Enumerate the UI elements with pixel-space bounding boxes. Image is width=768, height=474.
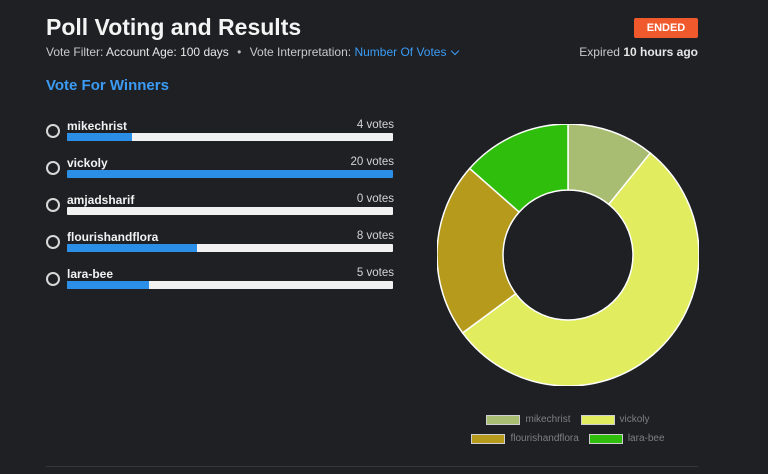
poll-meta: Vote Filter: Account Age: 100 days • Vot… [46,45,460,59]
vote-progress-fill [67,170,393,178]
option-name: mikechrist [67,119,128,133]
chart-slice-vickoly[interactable] [461,152,699,386]
legend-swatch [580,414,615,425]
legend-item-lara-bee[interactable]: lara-bee [588,433,665,444]
chevron-down-icon[interactable] [451,46,460,56]
vote-filter-value: Account Age: 100 days [106,45,229,59]
vote-progress-fill [67,133,133,141]
vote-progress-fill [67,244,198,252]
legend-row: mikechrist vickoly [437,410,699,429]
vote-interpretation-dropdown[interactable]: Number Of Votes [354,45,460,59]
vote-interpretation-value[interactable]: Number Of Votes [354,45,447,59]
expiry-info: Expired 10 hours ago [579,45,698,59]
vote-progress-bar [67,207,393,215]
legend-label: mikechrist [525,414,571,425]
poll-option[interactable]: amjadsharif 0 votes [46,191,394,228]
chart-slice-lara-bee[interactable] [468,124,569,214]
legend-item-vickoly[interactable]: vickoly [580,414,650,425]
status-badge: ENDED [634,18,698,38]
vote-progress-bar [67,244,393,252]
option-votes: 0 votes [356,193,394,205]
vote-progress-fill [67,281,149,289]
radio-button[interactable] [46,198,60,212]
vote-progress-bar [67,281,393,289]
option-votes: 5 votes [356,267,394,279]
legend-label: flourishandflora [510,433,579,444]
divider [46,466,698,467]
legend-item-mikechrist[interactable]: mikechrist [486,414,571,425]
expired-value: 10 hours ago [623,45,698,59]
legend-swatch [471,433,506,444]
legend-label: vickoly [619,414,650,425]
option-name: vickoly [67,156,108,170]
separator-dot: • [237,45,242,59]
chart-slice-flourishandflora[interactable] [437,167,521,334]
legend-row: flourishandflora lara-bee [437,429,699,448]
radio-button[interactable] [46,161,60,175]
section-title: Vote For Winners [46,77,169,94]
radio-button[interactable] [46,124,60,138]
option-name: amjadsharif [67,193,135,207]
legend-item-flourishandflora[interactable]: flourishandflora [471,433,579,444]
poll-option[interactable]: vickoly 20 votes [46,154,394,191]
legend-swatch [486,414,521,425]
option-name: lara-bee [67,267,114,281]
poll-option[interactable]: lara-bee 5 votes [46,265,394,302]
vote-progress-bar [67,170,393,178]
radio-button[interactable] [46,235,60,249]
chart-legend: mikechrist vickoly flourishandflora lara-be… [437,410,699,448]
legend-swatch [588,433,623,444]
option-votes: 20 votes [350,156,394,168]
vote-filter-label: Vote Filter: [46,45,104,59]
radio-button[interactable] [46,272,60,286]
vote-interpretation-label: Vote Interpretation: [249,45,352,59]
vote-progress-bar [67,133,393,141]
option-votes: 8 votes [356,230,394,242]
option-name: flourishandflora [67,230,159,244]
poll-option[interactable]: mikechrist 4 votes [46,117,394,154]
results-doughnut-chart [437,124,699,386]
poll-options: mikechrist 4 votes vickoly 20 votes amja… [46,117,394,302]
expired-label: Expired [579,45,620,59]
poll-option[interactable]: flourishandflora 8 votes [46,228,394,265]
page-title: Poll Voting and Results [46,14,302,40]
legend-label: lara-bee [627,433,665,444]
option-votes: 4 votes [356,119,394,131]
